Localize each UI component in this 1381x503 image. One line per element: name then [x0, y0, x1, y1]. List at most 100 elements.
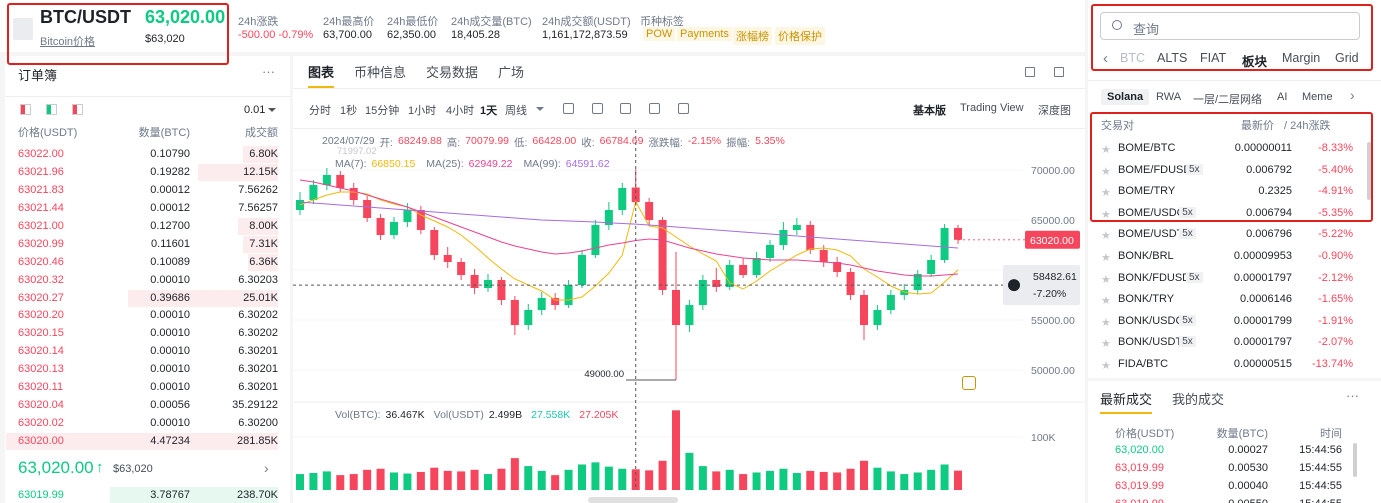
chart-tab[interactable]: 交易数据	[426, 65, 479, 80]
toolbar-icon[interactable]	[678, 103, 689, 114]
coin-tag[interactable]: 涨幅榜	[733, 27, 772, 45]
market-tab[interactable]: BTC	[1120, 51, 1145, 65]
favorite-star[interactable]: ★	[1101, 144, 1111, 156]
toolbar-icon[interactable]	[592, 103, 603, 114]
coin-link[interactable]: Bitcoin价格	[40, 36, 96, 48]
column-header[interactable]: / 24h涨跌	[1284, 120, 1331, 132]
ask-price[interactable]: 63020.11	[18, 381, 64, 394]
interval[interactable]: 15分钟	[365, 105, 400, 117]
settings-icon[interactable]	[1054, 67, 1064, 77]
pair-name[interactable]: BOME/USDC	[1118, 206, 1185, 219]
interval[interactable]: 4小时	[446, 105, 475, 117]
favorite-star[interactable]: ★	[1101, 295, 1111, 308]
chevron[interactable]: ›	[264, 460, 269, 476]
ask-price[interactable]: 63020.46	[18, 255, 64, 268]
view-toggle[interactable]	[46, 104, 57, 115]
ask-price[interactable]: 63020.13	[18, 363, 64, 376]
pair-name[interactable]: BOME/BTC	[1118, 142, 1176, 154]
trade-time: 15:44:56	[1299, 444, 1342, 456]
column-header[interactable]: 最新价	[1241, 120, 1274, 132]
pair-name[interactable]: BONK/USDT	[1118, 336, 1183, 349]
volume-bar	[322, 471, 331, 490]
ask-price[interactable]: 63020.99	[18, 237, 64, 250]
chart-tab[interactable]: 广场	[498, 65, 525, 80]
ask-qty: 0.19282	[150, 165, 190, 178]
coin-tag[interactable]: 价格保护	[775, 27, 825, 45]
ask-price[interactable]: 63020.14	[18, 345, 64, 358]
chart-tab[interactable]: 币种信息	[354, 65, 407, 80]
candle-body	[430, 230, 439, 255]
chart-view[interactable]: 深度图	[1038, 105, 1071, 117]
pair-name[interactable]: BOME/USDT	[1118, 228, 1184, 241]
market-tab[interactable]: Margin	[1282, 51, 1321, 65]
favorite-star[interactable]: ★	[1101, 252, 1111, 264]
coin-tag[interactable]: Payments	[677, 27, 732, 41]
toolbar-icon[interactable]	[563, 103, 574, 114]
interval[interactable]: 1小时	[408, 105, 437, 117]
sector-tab[interactable]: Meme	[1302, 91, 1333, 103]
ask-price[interactable]: 63020.27	[18, 291, 64, 304]
sector-tab[interactable]: Solana	[1101, 89, 1150, 105]
sector-next[interactable]: ›	[1350, 87, 1355, 103]
floating-button[interactable]	[962, 376, 976, 390]
ask-price[interactable]: 63021.83	[18, 183, 64, 196]
favorite-star[interactable]: ★	[1101, 360, 1111, 372]
tab-prev[interactable]: ‹	[1103, 50, 1108, 67]
chart-tab[interactable]: 图表	[308, 62, 335, 88]
pair-name[interactable]: FIDA/BTC	[1118, 358, 1169, 370]
market-tab[interactable]: ALTS	[1157, 51, 1188, 65]
coin-tag[interactable]: POW	[643, 27, 676, 41]
column-header[interactable]: 交易对	[1101, 120, 1134, 132]
chart-view[interactable]: Trading View	[960, 102, 1024, 114]
ask-price[interactable]: 63020.02	[18, 417, 64, 430]
favorite-star[interactable]: ★	[1101, 338, 1111, 351]
bid-price[interactable]: 63019.99	[18, 489, 64, 501]
sector-tab[interactable]: 一层/二层网络	[1193, 94, 1263, 106]
pair-name[interactable]: BONK/USDC	[1118, 314, 1184, 327]
view-toggle[interactable]	[72, 104, 83, 115]
ask-price[interactable]: 63020.15	[18, 327, 64, 340]
toolbar-icon[interactable]	[620, 103, 631, 114]
ask-price[interactable]: 63020.04	[18, 399, 64, 412]
favorite-star[interactable]	[13, 18, 33, 40]
candle-body	[913, 274, 922, 290]
ask-price[interactable]: 63020.32	[18, 273, 64, 286]
toolbar-icon[interactable]	[649, 103, 660, 114]
ask-price[interactable]: 63021.00	[18, 219, 64, 232]
favorite-star[interactable]: ★	[1101, 208, 1111, 221]
favorite-star[interactable]: ★	[1101, 187, 1111, 200]
more-menu[interactable]: ···	[262, 64, 275, 79]
market-tab[interactable]: Grid	[1335, 51, 1359, 65]
precision-select[interactable]: 0.01	[244, 104, 266, 116]
search-box[interactable]	[1100, 12, 1360, 40]
expand-icon[interactable]	[1025, 67, 1035, 77]
favorite-star[interactable]: ★	[1101, 165, 1111, 178]
interval[interactable]: 1秒	[340, 105, 358, 117]
pair-name[interactable]: BONK/FDUSD	[1118, 271, 1191, 284]
market-tab[interactable]: FIAT	[1200, 51, 1227, 65]
interval[interactable]: 1天	[480, 105, 498, 117]
ask-price[interactable]: 63021.44	[18, 201, 64, 214]
favorite-star[interactable]: ★	[1101, 316, 1111, 329]
pair-name[interactable]: BONK/TRY	[1118, 293, 1175, 306]
pair-name[interactable]: BONK/BRL	[1118, 250, 1174, 262]
trades-tab[interactable]: 我的成交	[1172, 392, 1225, 407]
pair-name[interactable]: BOME/FDUSD	[1118, 163, 1192, 176]
sector-tab[interactable]: RWA	[1156, 91, 1182, 103]
favorite-star[interactable]: ★	[1101, 273, 1111, 286]
sector-tab[interactable]: AI	[1277, 91, 1288, 103]
interval[interactable]: 分时	[309, 105, 331, 117]
interval[interactable]: 周线	[505, 105, 527, 117]
market-tab[interactable]: 板块	[1242, 55, 1268, 69]
ask-price[interactable]: 63021.96	[18, 165, 64, 178]
ask-price[interactable]: 63020.20	[18, 309, 64, 322]
volume-value: 27.205K	[579, 409, 619, 421]
ask-price[interactable]: 63020.00	[18, 435, 64, 448]
view-toggle[interactable]	[20, 104, 31, 115]
chart-view[interactable]: 基本版	[913, 105, 946, 117]
more-menu[interactable]: ···	[1346, 388, 1359, 403]
pair-name[interactable]: BOME/TRY	[1118, 185, 1176, 198]
trades-tab[interactable]: 最新成交	[1100, 389, 1153, 414]
ask-price[interactable]: 63022.00	[18, 148, 64, 160]
favorite-star[interactable]: ★	[1101, 230, 1111, 243]
